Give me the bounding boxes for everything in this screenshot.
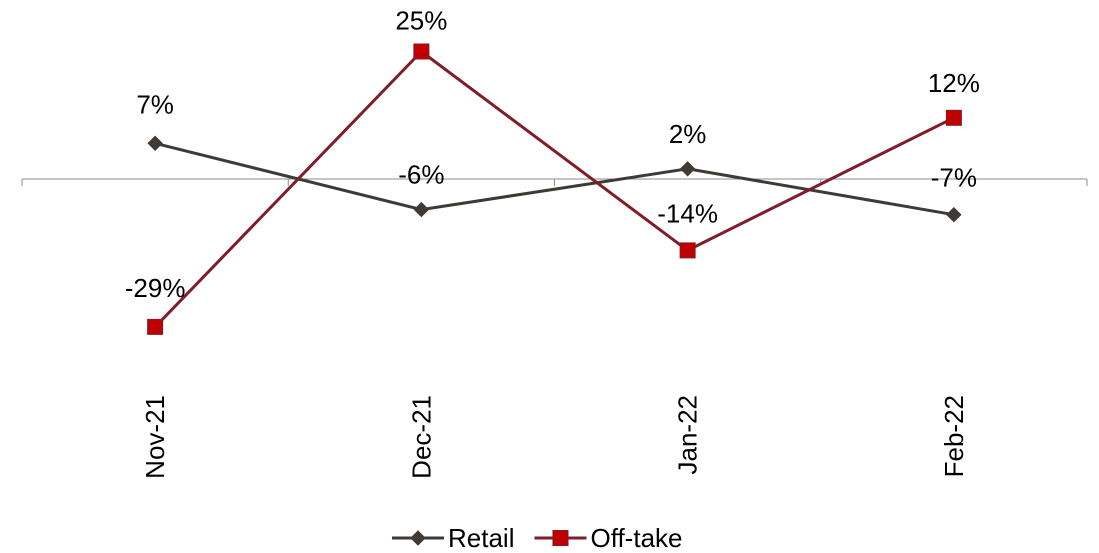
data-label: 7% [136,89,174,119]
plot-area [147,43,962,335]
legend-item: Retail [392,523,514,553]
data-point-marker [946,206,962,223]
series-retail [147,135,962,223]
data-point-marker [552,530,569,546]
data-label: 25% [395,6,447,36]
data-point-marker [413,201,430,218]
data-labels: 7% -6% 2% -7% -29% 25% -14% 12% [125,6,980,303]
x-axis [21,178,1088,186]
x-tick-label: Dec-21 [406,395,436,479]
data-label: -14% [657,198,718,228]
series-off-take [147,43,962,335]
legend-item: Off-take [534,523,683,553]
data-label: 12% [928,68,980,98]
legend: Retail Off-take [392,523,683,553]
data-label: 2% [669,119,707,149]
data-point-marker [147,318,164,335]
data-point-marker [147,135,163,152]
data-point-marker [410,530,426,546]
data-point-marker [679,161,696,177]
data-label: -6% [398,160,444,190]
data-label: -7% [931,163,977,193]
x-tick-label: Jan-22 [673,395,703,475]
legend-label: Retail [448,523,514,553]
legend-label: Off-take [590,523,682,553]
data-point-marker [945,109,962,126]
data-point-marker [679,242,696,259]
x-tick-label: Feb-22 [939,395,969,477]
series-line [154,49,955,328]
data-label: -29% [125,273,186,303]
x-tick-labels: Nov-21 Dec-21 Jan-22 Feb-22 [140,395,969,479]
x-tick-label: Nov-21 [140,395,170,479]
series-line [154,141,955,217]
data-point-marker [413,43,430,60]
